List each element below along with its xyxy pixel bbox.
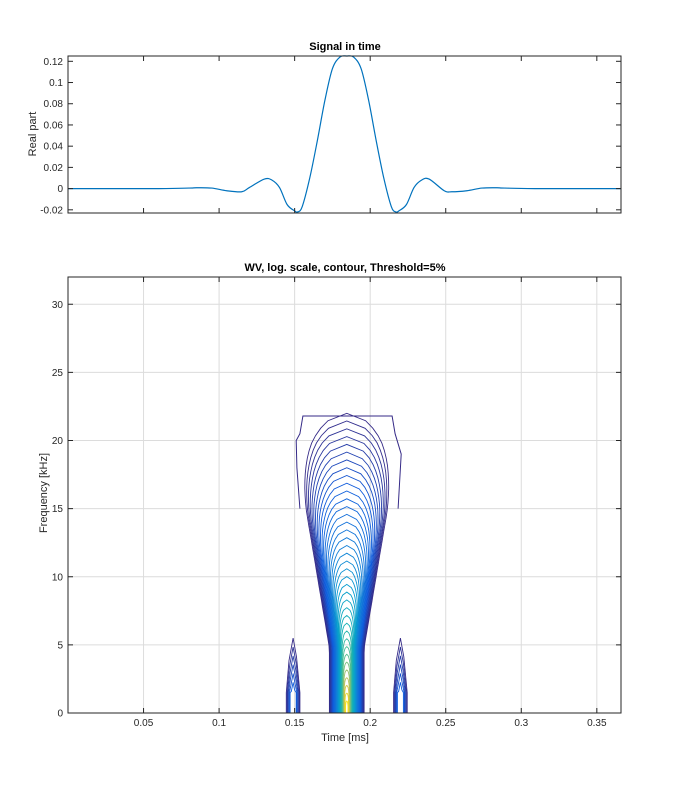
signal-ytick-label: 0.08 <box>44 99 64 110</box>
signal-ylabel: Real part <box>27 112 39 157</box>
wv-contour-line <box>324 506 369 713</box>
wv-frame <box>67 276 622 714</box>
wv-contour-line <box>313 451 381 713</box>
wv-side-lobe-right <box>394 655 407 713</box>
signal-ytick-label: 0.12 <box>44 57 64 68</box>
wv-side-lobe-left <box>286 646 300 713</box>
signal-ytick-label: -0.02 <box>40 205 63 216</box>
wv-side-lobe-right <box>395 664 406 713</box>
wv-contour-line <box>326 513 368 713</box>
wv-contour-line <box>345 700 349 713</box>
wv-xtick-label: 0.1 <box>212 718 226 729</box>
wv-contour-line <box>315 459 379 713</box>
wv-ytick-label: 5 <box>57 640 63 651</box>
wv-plot-area: 0.05 0.1 0.15 0.2 0.25 0.3 0.35 0 5 10 15 20 25 30 <box>52 276 622 729</box>
wv-contour-line <box>304 412 390 713</box>
signal-ytick-label: 0.1 <box>49 78 63 89</box>
signal-ytick-label: 0 <box>57 184 63 195</box>
wv-contour-line <box>309 436 384 713</box>
wv-contour-line <box>316 467 377 713</box>
wv-side-lobe-left <box>287 655 299 713</box>
wv-side-lobe-left <box>289 682 297 713</box>
wv-ytick-label: 15 <box>52 504 64 515</box>
wv-ytick-label: 30 <box>52 300 64 311</box>
wv-side-lobe-right <box>393 646 407 713</box>
wv-xtick-label: 0.3 <box>514 718 528 729</box>
wv-side-lobe-right <box>393 638 408 713</box>
signal-ytick-label: 0.02 <box>44 163 64 174</box>
signal-title: Signal in time <box>309 41 381 53</box>
wv-xlabel: Time [ms] <box>321 732 369 744</box>
wv-axes: WV, log. scale, contour, Threshold=5% 0.… <box>38 262 622 744</box>
wv-side-lobe-left <box>285 638 301 713</box>
wv-contour-line <box>320 482 374 713</box>
wv-ytick-label: 20 <box>52 436 64 447</box>
signal-plot-area: -0.02 0 0.02 0.04 0.06 0.08 0.1 0.12 <box>40 55 622 216</box>
signal-background <box>68 56 621 213</box>
wv-contours <box>285 412 408 713</box>
wv-side-lobe-left <box>288 664 299 713</box>
wv-ytick-label: 25 <box>52 368 64 379</box>
wv-xtick-label: 0.25 <box>436 718 456 729</box>
wv-contour-line <box>308 428 386 713</box>
wv-side-lobe-right <box>396 673 405 713</box>
signal-ytick-label: 0.06 <box>44 120 64 131</box>
wv-xtick-label: 0.05 <box>134 718 154 729</box>
wv-ytick-label: 10 <box>52 572 64 583</box>
wv-title: WV, log. scale, contour, Threshold=5% <box>244 262 445 274</box>
wv-contour-envelope <box>295 415 402 509</box>
wv-side-lobe-right <box>396 682 404 713</box>
wv-contour-line <box>311 443 382 713</box>
signal-axes: Signal in time -0.02 0 0.02 0.04 0.06 0.08 0.1… <box>27 41 622 216</box>
wv-xtick-label: 0.35 <box>587 718 607 729</box>
wv-contour-line <box>306 420 388 713</box>
wv-side-lobe-left <box>288 673 298 713</box>
wv-background <box>68 277 621 713</box>
wv-xtick-label: 0.2 <box>363 718 377 729</box>
wv-xtick-label: 0.15 <box>285 718 305 729</box>
signal-ytick-label: 0.04 <box>44 142 64 153</box>
wv-ylabel: Frequency [kHz] <box>38 453 50 533</box>
wv-ytick-label: 0 <box>57 709 63 720</box>
signal-frame <box>67 55 622 214</box>
